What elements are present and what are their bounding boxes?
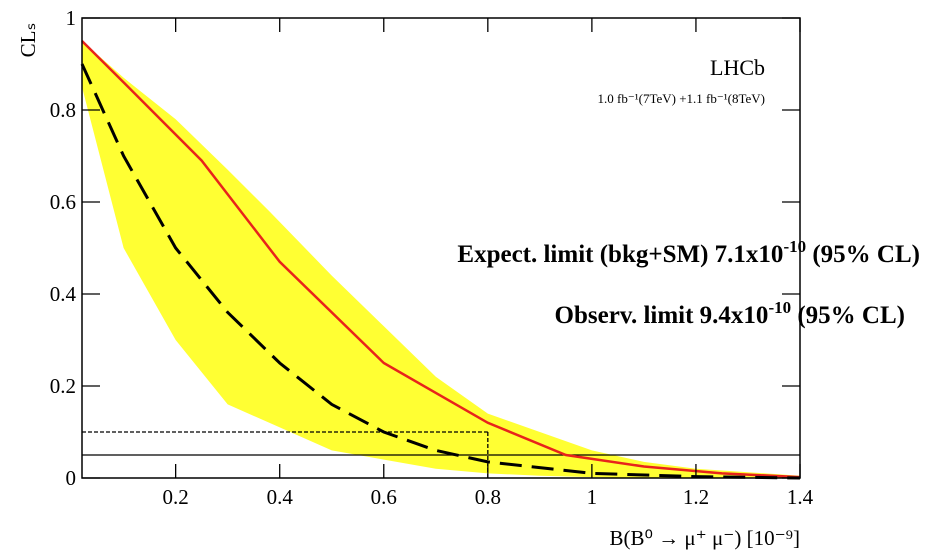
x-tick-label: 1.4 — [787, 485, 814, 509]
annotation: Expect. limit (bkg+SM) 7.1x10-10 (95% CL… — [457, 237, 920, 268]
y-tick-label: 0.4 — [50, 282, 77, 306]
curve — [80, 63, 801, 480]
x-tick-label: 0.6 — [371, 485, 397, 509]
y-tick-label: 0 — [66, 466, 77, 490]
x-tick-label: 0.4 — [267, 485, 294, 509]
y-axis-label: CLₛ — [16, 23, 40, 58]
annotation-text: Expect. limit (bkg+SM) 7.1x10 — [457, 241, 783, 268]
y-tick-label: 0.8 — [50, 98, 76, 122]
x-tick-label: 1.2 — [683, 485, 709, 509]
experiment-label: LHCb — [710, 55, 765, 80]
y-tick-label: 1 — [66, 6, 77, 30]
x-tick-label: 0.2 — [163, 485, 189, 509]
x-tick-label: 0.8 — [475, 485, 501, 509]
annotation-tail: (95% CL) — [806, 241, 920, 268]
luminosity-label: 1.0 fb⁻¹(7TeV) +1.1 fb⁻¹(8TeV) — [598, 91, 765, 106]
annotation-exponent: -10 — [768, 298, 791, 317]
annotation: Observ. limit 9.4x10-10 (95% CL) — [555, 298, 905, 329]
x-axis-label: B(B⁰ → μ⁺ μ⁻) [10⁻⁹] — [610, 526, 801, 550]
y-tick-label: 0.6 — [50, 190, 76, 214]
plot-frame — [81, 17, 801, 479]
y-tick-label: 0.2 — [50, 374, 76, 398]
expected-band — [82, 41, 800, 478]
annotation-tail: (95% CL) — [791, 302, 905, 329]
x-tick-label: 1 — [587, 485, 598, 509]
annotation-exponent: -10 — [783, 237, 806, 256]
curve — [81, 40, 801, 479]
annotation-text: Observ. limit 9.4x10 — [555, 302, 769, 329]
